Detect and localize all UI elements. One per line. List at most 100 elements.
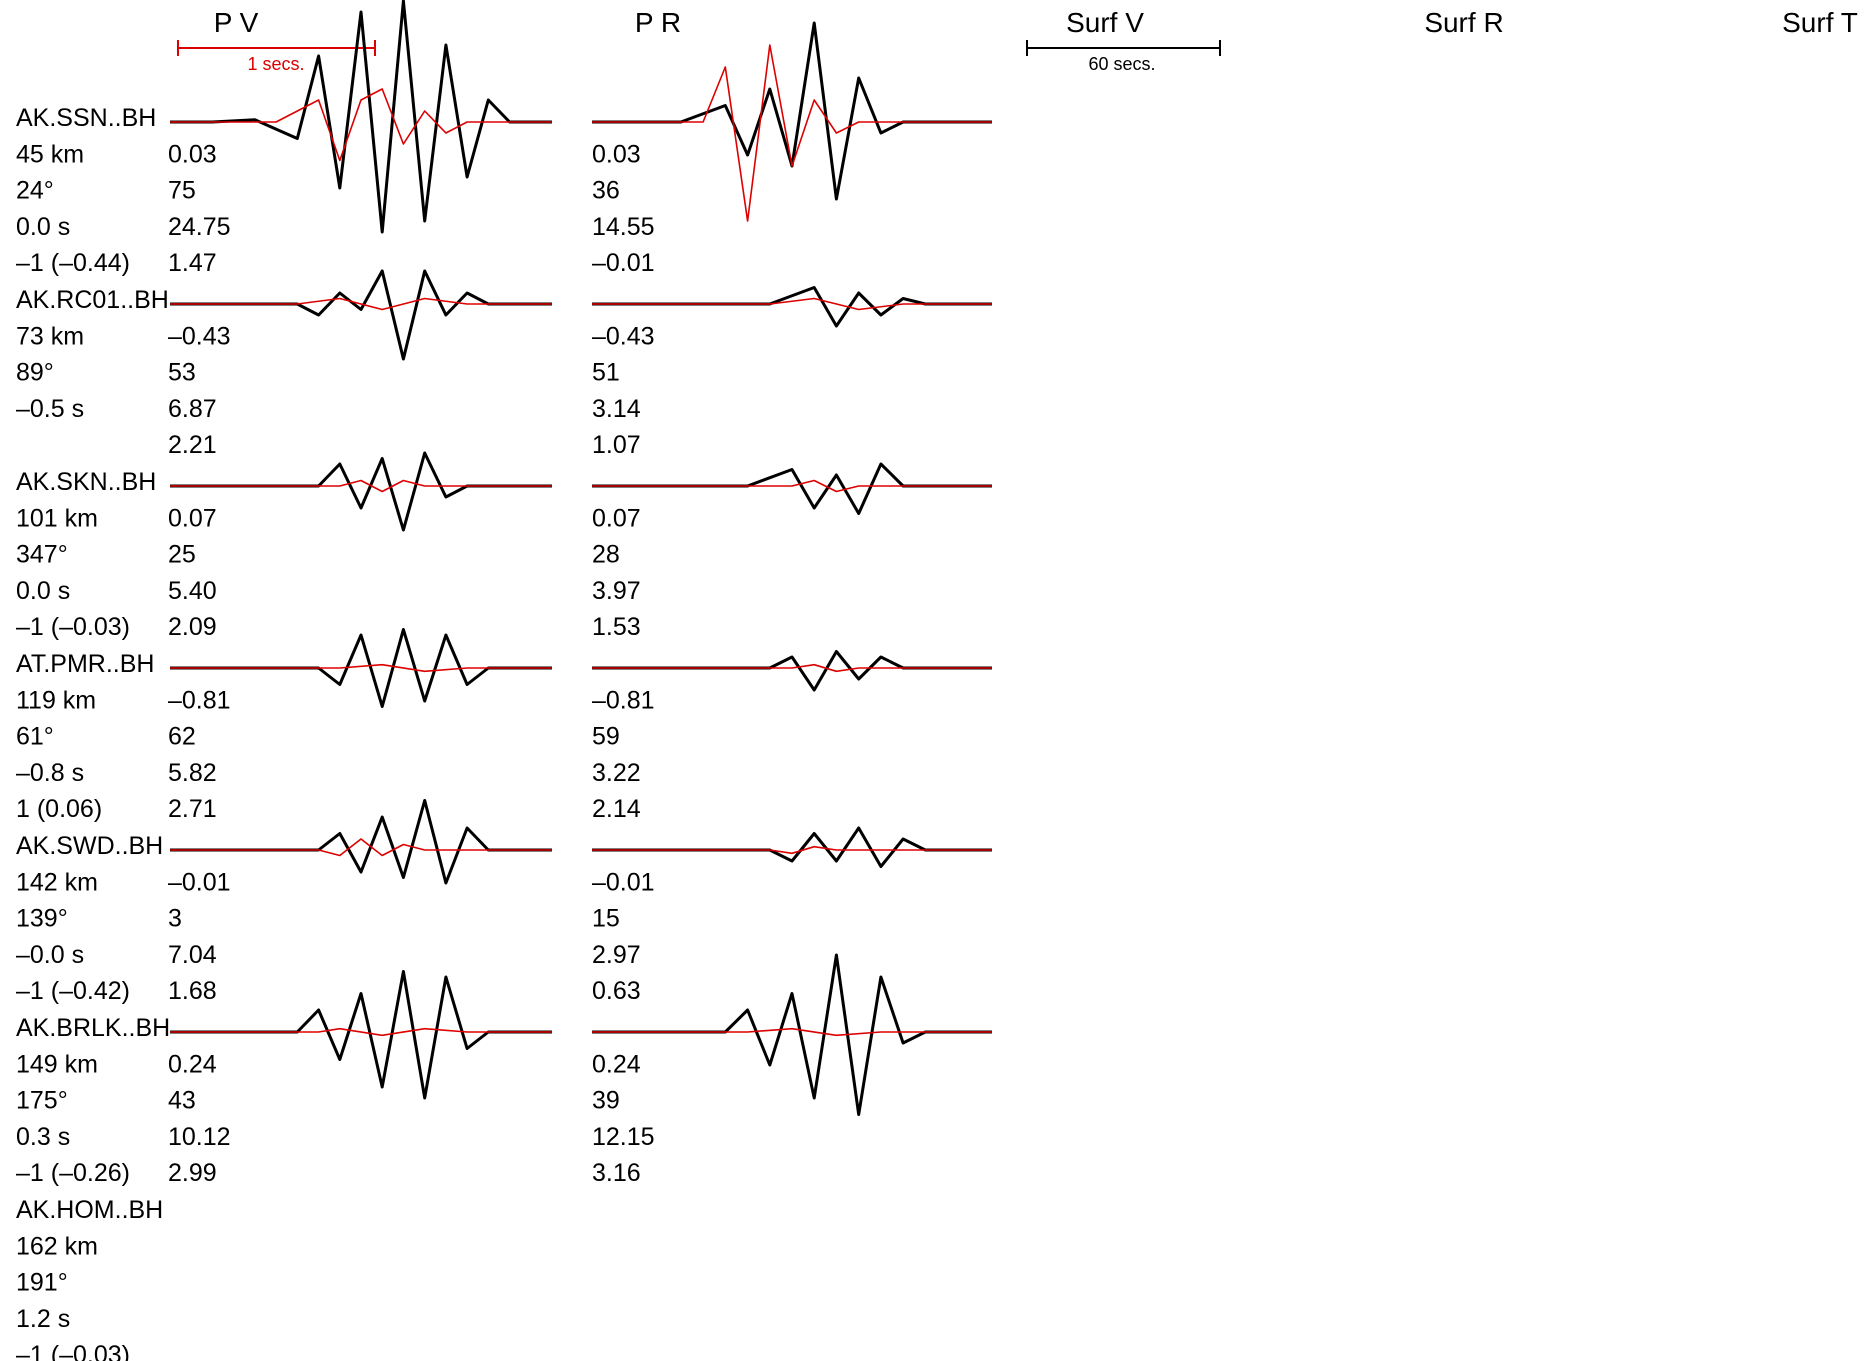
data-trace — [592, 953, 992, 1116]
pv-value: –0.43 — [168, 322, 231, 350]
column-header-pv: P V — [214, 7, 259, 38]
data-trace — [170, 628, 552, 708]
pr-value: 14.55 — [592, 213, 655, 241]
station-azimuth: 175° — [16, 1087, 68, 1115]
station-polarity: –1 (–0.03) — [16, 1341, 130, 1361]
station-polarity: –1 (–0.26) — [16, 1159, 130, 1187]
pr-value: 0.07 — [592, 504, 641, 532]
pv-value: –0.01 — [168, 868, 231, 896]
station-shift: –0.5 s — [16, 395, 84, 423]
synthetic-trace — [170, 297, 552, 311]
station-shift: 0.0 s — [16, 577, 70, 605]
pr-value: 28 — [592, 541, 620, 569]
pr-value: –0.01 — [592, 249, 655, 277]
station-distance: 162 km — [16, 1232, 98, 1260]
station-distance: 119 km — [16, 686, 96, 714]
pv-value: 62 — [168, 723, 196, 751]
pr-value: 3.22 — [592, 759, 641, 787]
pv-value: 25 — [168, 541, 196, 569]
pv-value: 10.12 — [168, 1123, 231, 1151]
pr-value: –0.81 — [592, 686, 655, 714]
pr-value: 1.07 — [592, 431, 641, 459]
column-header-pr: P R — [635, 7, 681, 38]
station-name: AK.RC01..BH — [16, 286, 169, 314]
station-shift: –0.0 s — [16, 941, 84, 969]
station-labels: AK.SSN..BH 45 km 24° 0.0 s –1 (–0.44) 0.03 75 2… — [16, 104, 655, 1361]
station-azimuth: 89° — [16, 359, 54, 387]
station-name: AK.SWD..BH — [16, 832, 163, 860]
synthetic-trace — [592, 44, 992, 222]
station-azimuth: 24° — [16, 177, 54, 205]
pr-value: 0.63 — [592, 977, 641, 1005]
waveform-traces — [170, 0, 992, 1116]
data-trace — [592, 286, 992, 328]
synthetic-trace — [170, 479, 552, 493]
pv-value: 5.40 — [168, 577, 217, 605]
pr-value: 15 — [592, 905, 620, 933]
synthetic-trace — [170, 1027, 552, 1037]
pv-value: 1.47 — [168, 249, 217, 277]
pr-value: –0.43 — [592, 322, 655, 350]
pr-value: 36 — [592, 177, 620, 205]
station-polarity: –1 (–0.42) — [16, 977, 130, 1005]
pv-value: 2.09 — [168, 613, 217, 641]
pv-value: 2.71 — [168, 795, 217, 823]
station-polarity: –1 (–0.03) — [16, 613, 130, 641]
synthetic-trace — [170, 838, 552, 857]
station-distance: 73 km — [16, 322, 84, 350]
pv-value: 0.24 — [168, 1050, 217, 1078]
pv-value: 75 — [168, 177, 196, 205]
data-trace — [170, 0, 552, 234]
column-header-surf-r: Surf R — [1424, 7, 1503, 38]
pv-value: 3 — [168, 905, 182, 933]
station-name: AK.HOM..BH — [16, 1196, 163, 1224]
data-trace — [170, 451, 552, 532]
synthetic-trace — [592, 297, 992, 311]
pv-value: 2.99 — [168, 1159, 217, 1187]
pr-value: 3.14 — [592, 395, 641, 423]
station-azimuth: 139° — [16, 905, 68, 933]
pr-value: 12.15 — [592, 1123, 655, 1151]
station-shift: –0.8 s — [16, 759, 84, 787]
pr-value: 3.16 — [592, 1159, 641, 1187]
data-trace — [592, 826, 992, 868]
station-polarity: –1 (–0.44) — [16, 249, 130, 277]
station-polarity: 1 (0.06) — [16, 795, 102, 823]
pr-value: 2.97 — [592, 941, 641, 969]
scale-bar-2-label: 60 secs. — [1088, 54, 1155, 74]
pv-value: 43 — [168, 1087, 196, 1115]
pv-value: 0.03 — [168, 140, 217, 168]
synthetic-trace — [592, 663, 992, 673]
station-name: AT.PMR..BH — [16, 650, 154, 678]
station-distance: 142 km — [16, 868, 98, 896]
data-trace — [592, 650, 992, 692]
pv-value: 53 — [168, 359, 196, 387]
pr-value: 0.03 — [592, 140, 641, 168]
pr-value: 51 — [592, 359, 620, 387]
station-name: AK.SSN..BH — [16, 104, 156, 132]
station-azimuth: 347° — [16, 541, 68, 569]
pv-value: 24.75 — [168, 213, 231, 241]
synthetic-trace — [592, 479, 992, 493]
synthetic-trace — [170, 663, 552, 673]
column-header-surf-v: Surf V — [1066, 7, 1144, 38]
station-azimuth: 61° — [16, 723, 54, 751]
data-trace — [170, 970, 552, 1100]
data-trace — [170, 799, 552, 885]
scale-bar-60-secs: 60 secs. — [1026, 40, 1221, 74]
synthetic-trace — [170, 88, 552, 162]
column-header-surf-t: Surf T — [1782, 7, 1858, 38]
station-name: AK.BRLK..BH — [16, 1014, 170, 1042]
pr-value: 2.14 — [592, 795, 641, 823]
synthetic-trace — [592, 845, 992, 855]
data-trace — [592, 462, 992, 515]
data-trace — [170, 269, 552, 361]
pv-value: 6.87 — [168, 395, 217, 423]
station-name: AK.SKN..BH — [16, 468, 156, 496]
station-shift: 1.2 s — [16, 1305, 70, 1333]
pv-value: –0.81 — [168, 686, 231, 714]
pv-value: 1.68 — [168, 977, 217, 1005]
pr-value: –0.01 — [592, 868, 655, 896]
station-distance: 45 km — [16, 140, 84, 168]
